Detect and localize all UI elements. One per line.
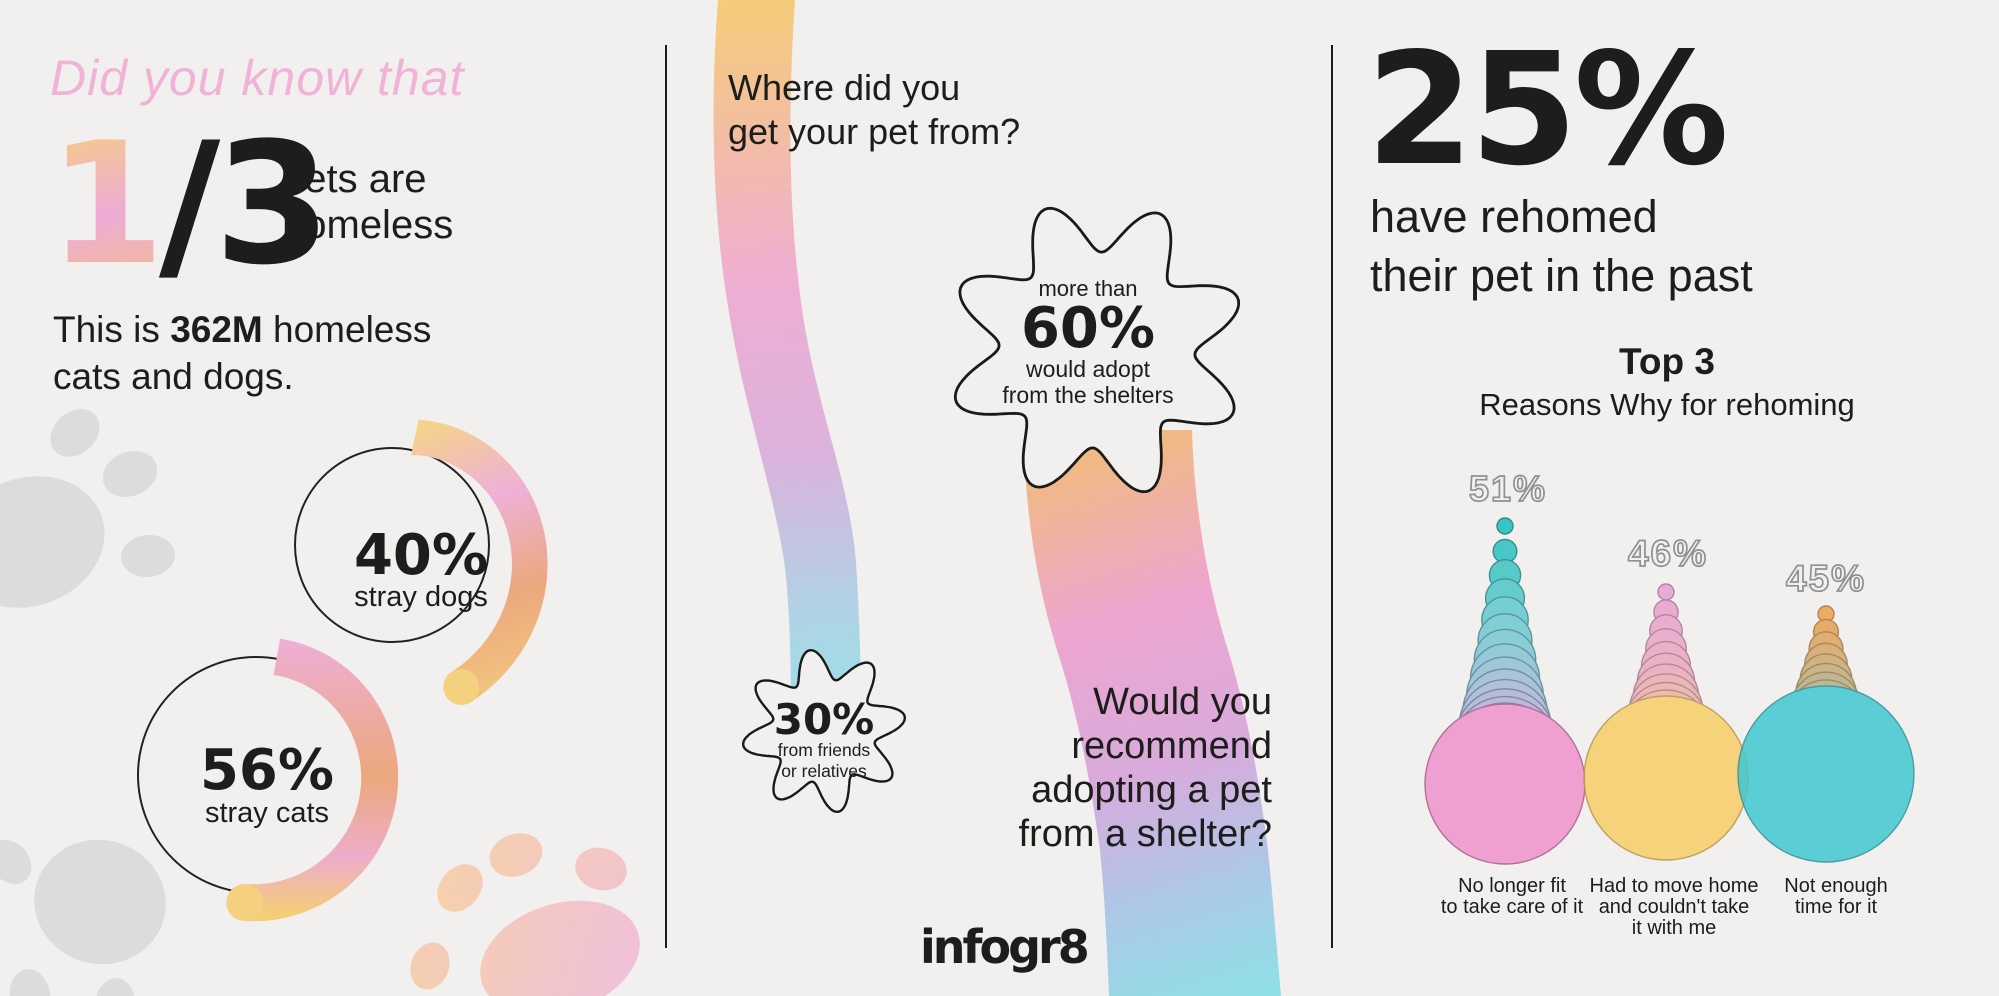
cone-percent-45: 45% [1786,558,1866,599]
stat-fraction-rest: /3 [158,106,331,302]
cone-label-3-line2: time for it [1794,896,1878,918]
stat-label-line2: homeless [282,203,454,247]
cone-label-2-line3: it with me [1631,917,1717,939]
donut-ring-stray-cats [137,638,399,922]
question2-line1: Would you [1093,681,1272,723]
badge-big-prefix: more than [1038,276,1138,301]
subtext-bold-value: 362M [170,309,263,350]
cone-chart-subtitle: Reasons Why for rehoming [1479,387,1855,422]
stat-label: pets are homeless [282,156,453,248]
starburst-small-30pct [742,649,906,813]
donut-charts [137,419,548,922]
question2-line2: recommend [1071,725,1272,767]
rehomed-stat-value: 25% [1366,19,1729,200]
divider-left [665,45,667,948]
divider-right [1331,45,1333,948]
badge-big-value: 60% [1020,296,1156,361]
badge-friends-relatives-text: 30% from friends or relatives [714,695,934,782]
cone-chart-title: Top 3 [1619,341,1715,382]
badge-shelter-adoption-text: more than 60% would adopt from the shelt… [938,276,1238,408]
question2-line3: adopting a pet [1031,769,1272,811]
paw-print-gray-bottom-left [0,839,166,996]
kicker-heading: Did you know that [50,50,465,106]
question2-line4: from a shelter? [1018,813,1272,855]
cone-percent-46: 46% [1628,533,1708,574]
cone-label-2-line1: Had to move home [1589,875,1759,897]
cone-label-1-line2: to take care of it [1440,896,1584,918]
rehomed-stat-label: have rehomed their pet in the past [1370,187,1753,305]
cone-chart [1424,517,1915,865]
question1-line1: Where did you [728,67,961,108]
badge-big-suffix1: would adopt [1025,356,1151,382]
badge-small-value: 30% [773,695,875,744]
cone-label-2-line2: and couldn't take [1598,896,1750,918]
badge-big-suffix2: from the shelters [1002,382,1174,408]
stat-subtext: This is 362M homeless cats and dogs. [53,306,431,400]
cone-label-3-line1: Not enough [1784,875,1888,897]
cone-label-2: Had to move home and couldn't take it wi… [1564,876,1784,939]
infogr8-logo: infogr8 [920,920,1090,974]
cone-label-1: No longer fit to take care of it [1402,876,1622,918]
rehomed-line1: have rehomed [1370,191,1658,242]
badge-small-line1: from friends [777,740,871,760]
stat-fraction-highlight: 1 [48,106,165,302]
badge-small-line2: or relatives [781,761,867,781]
subtext-prefix: This is [53,309,171,350]
donut-cats-label: stray cats [204,797,330,829]
cone-label-1-line1: No longer fit [1458,875,1566,897]
ribbon-bottom-right [1024,430,1281,996]
donut-cats-value: 56% [199,738,335,803]
rehomed-line2: their pet in the past [1370,250,1753,301]
question-pet-source: Where did you get your pet from? [728,66,1020,154]
cone-45pct [1737,605,1915,863]
subtext-line2: cats and dogs. [53,356,294,397]
paw-print-gray-top-left [0,409,175,608]
starburst-large-60pct [953,206,1241,494]
subtext-suffix: homeless [262,309,432,350]
donut-ring-stray-dogs [294,419,548,705]
cone-46pct [1583,583,1749,861]
paw-print-gradient [410,833,640,996]
ribbon-top-center [713,0,861,716]
stat-fraction: 1/3 [48,120,331,288]
donut-dogs-value: 40% [353,523,489,588]
cone-percent-51: 51% [1469,468,1547,509]
stat-label-line1: pets are [282,157,427,201]
cone-label-3: Not enough time for it [1726,876,1946,918]
starburst-badges [742,206,1241,813]
cone-51pct [1424,517,1586,865]
donut-dogs-label: stray dogs [354,581,488,613]
question1-line2: get your pet from? [728,111,1021,152]
question-recommend: Would you recommend adopting a pet from … [852,680,1272,856]
